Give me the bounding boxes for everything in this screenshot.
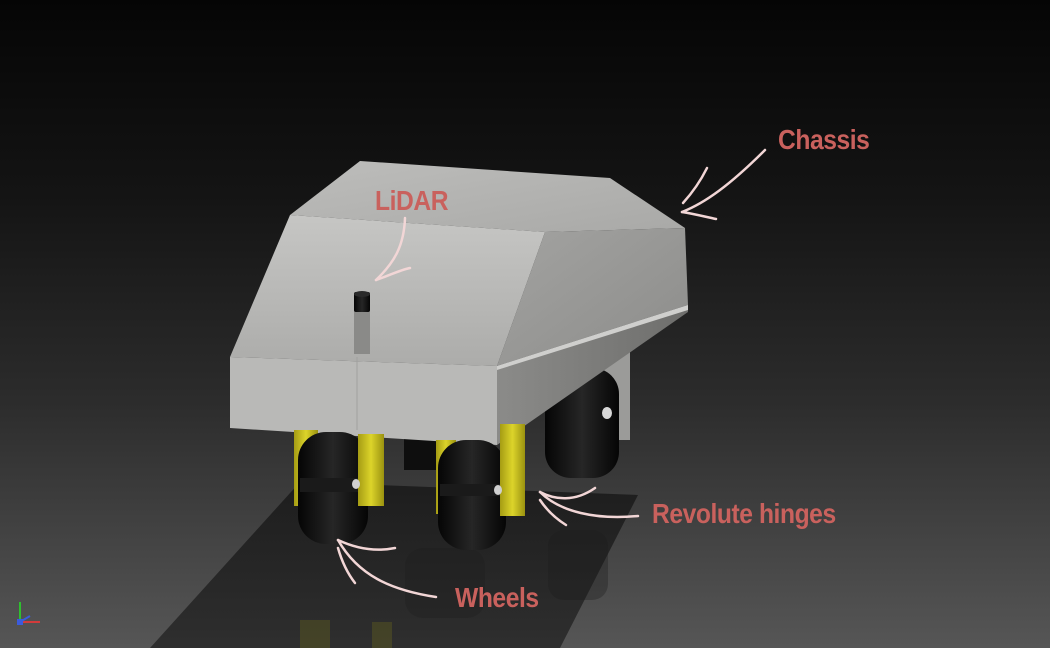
front-middle-wheel (436, 424, 525, 550)
reflection (300, 530, 608, 648)
axis-triad-icon[interactable] (14, 598, 46, 626)
annotation-chassis: Chassis (778, 124, 870, 155)
front-left-wheel (294, 430, 384, 544)
annotation-arrows (336, 148, 767, 599)
annotation-wheels: Wheels (455, 582, 539, 613)
lidar-sensor (354, 291, 370, 354)
annotation-revolute-hinges: Revolute hinges (652, 498, 836, 529)
chassis (230, 161, 688, 445)
floor-shadow (150, 482, 638, 648)
annotation-lidar: LiDAR (375, 185, 449, 216)
